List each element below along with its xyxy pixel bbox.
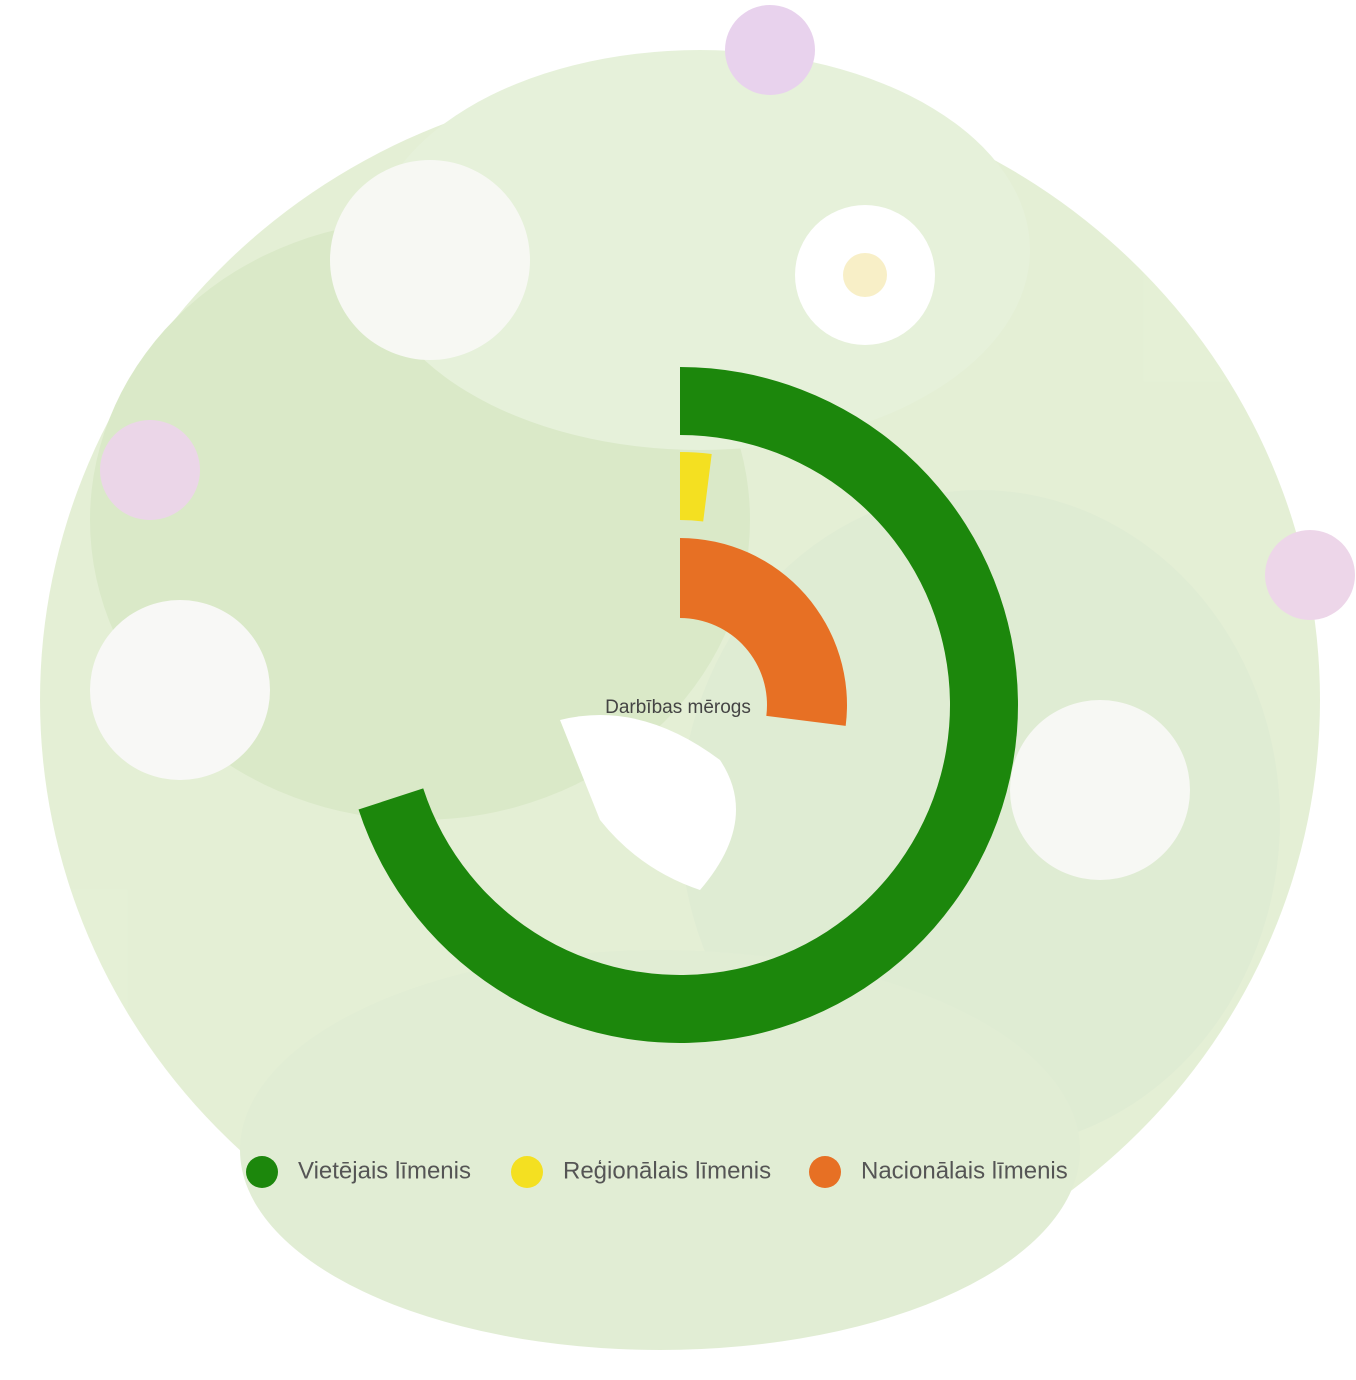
background-foliage	[40, 5, 1355, 1350]
legend-label: Vietējais līmenis	[298, 1157, 471, 1184]
radial-bar	[680, 538, 847, 726]
legend-marker	[511, 1156, 543, 1188]
legend-marker	[246, 1156, 278, 1188]
legend-marker	[809, 1156, 841, 1188]
legend-label: Reģionālais līmenis	[563, 1157, 771, 1184]
legend-label: Nacionālais līmenis	[861, 1157, 1068, 1184]
center-label: Darbības mērogs	[605, 697, 751, 718]
radial-bar	[680, 452, 712, 522]
